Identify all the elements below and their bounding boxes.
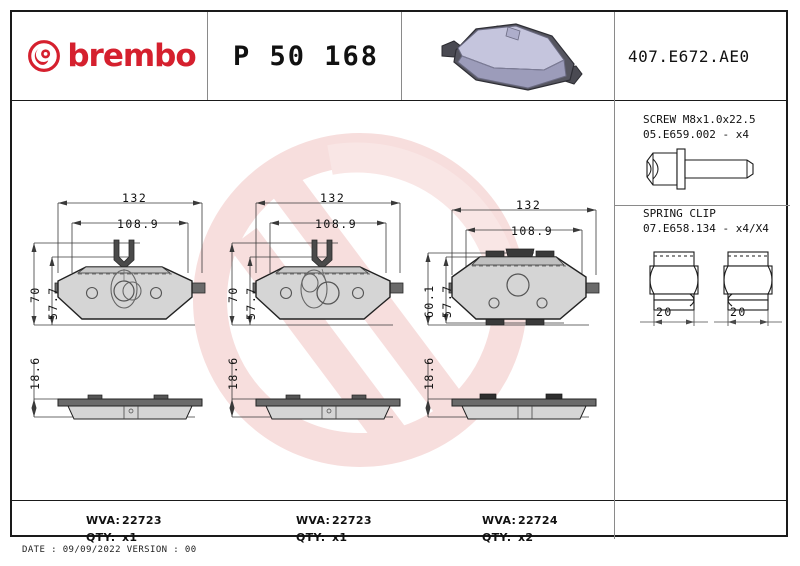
screw-title: SCREW M8x1.0x22.5 (643, 113, 756, 126)
pad-2-wva-label: WVA: (296, 514, 331, 527)
pad-3-front-view (425, 207, 600, 326)
pad-1-height-inner: 57.7 (46, 286, 60, 320)
pad-1-width-outer: 132 (122, 191, 148, 205)
pad-2-wva-value: 22723 (332, 514, 372, 527)
drawing-frame (10, 10, 790, 539)
product-code: P 50 168 (232, 40, 380, 72)
brake-pad-3d-icon (441, 23, 583, 91)
screw-code: 05.E659.002 - x4 (643, 128, 749, 141)
pad-3-side-view (425, 361, 597, 420)
pad-1-qty-value: x1 (122, 531, 138, 544)
accessory-divider (614, 205, 790, 206)
pad-1-side-view (31, 361, 203, 420)
pad-1-wva-label: WVA: (86, 514, 121, 527)
pad-2-qty-value: x1 (332, 531, 348, 544)
pad-2-front-view (229, 200, 404, 326)
pad-3-qty-value: x2 (518, 531, 534, 544)
brand-logo-cell: brembo (14, 12, 209, 100)
brembo-mark-icon (28, 40, 61, 72)
spring-clip-title: SPRING CLIP (643, 207, 716, 220)
pad-1-front-view (31, 200, 206, 326)
pad-3-height-outer: 60.1 (422, 284, 436, 318)
product-photo-cell (403, 12, 612, 100)
pad-3-width-outer: 132 (516, 198, 542, 212)
screw-icon (646, 148, 754, 190)
pad-2-qty-label: QTY: (296, 531, 326, 544)
pad-3-width-inner: 108.9 (511, 224, 554, 238)
pad-3-height-inner: 57.7 (440, 284, 454, 318)
spring-clip-code: 07.E658.134 - x4/X4 (643, 222, 769, 235)
pad-1-thickness: 18.6 (28, 356, 42, 390)
date-version-line: DATE : 09/09/2022 VERSION : 00 (22, 545, 197, 555)
pad-2-width-inner: 108.9 (315, 217, 358, 231)
pad-3-wva-value: 22724 (518, 514, 558, 527)
spring-clip-dim-2: 20 (730, 305, 747, 319)
pad-2-height-inner: 57.7 (244, 286, 258, 320)
brand-name: brembo (67, 38, 196, 74)
pad-2-side-view (229, 361, 401, 420)
pad-1-height-outer: 70 (28, 286, 42, 303)
header-divider-1 (207, 12, 208, 100)
right-column-divider (614, 12, 615, 539)
header-divider (12, 100, 786, 101)
reference-code: 407.E672.AE0 (628, 46, 750, 66)
footer-divider (12, 500, 786, 501)
pad-2-thickness: 18.6 (226, 356, 240, 390)
reference-code-cell: 407.E672.AE0 (616, 12, 798, 100)
pad-3-qty-label: QTY: (482, 531, 512, 544)
pad-2-width-outer: 132 (320, 191, 346, 205)
product-code-cell: P 50 168 (209, 12, 403, 100)
spring-clip-icons (640, 251, 782, 326)
pad-1-qty-label: QTY: (86, 531, 116, 544)
pad-1-wva-value: 22723 (122, 514, 162, 527)
pad-3-thickness: 18.6 (422, 356, 436, 390)
header-divider-2 (401, 12, 402, 100)
pad-2-height-outer: 70 (226, 286, 240, 303)
pad-3-wva-label: WVA: (482, 514, 517, 527)
spring-clip-dim-1: 20 (656, 305, 673, 319)
pad-1-width-inner: 108.9 (117, 217, 160, 231)
